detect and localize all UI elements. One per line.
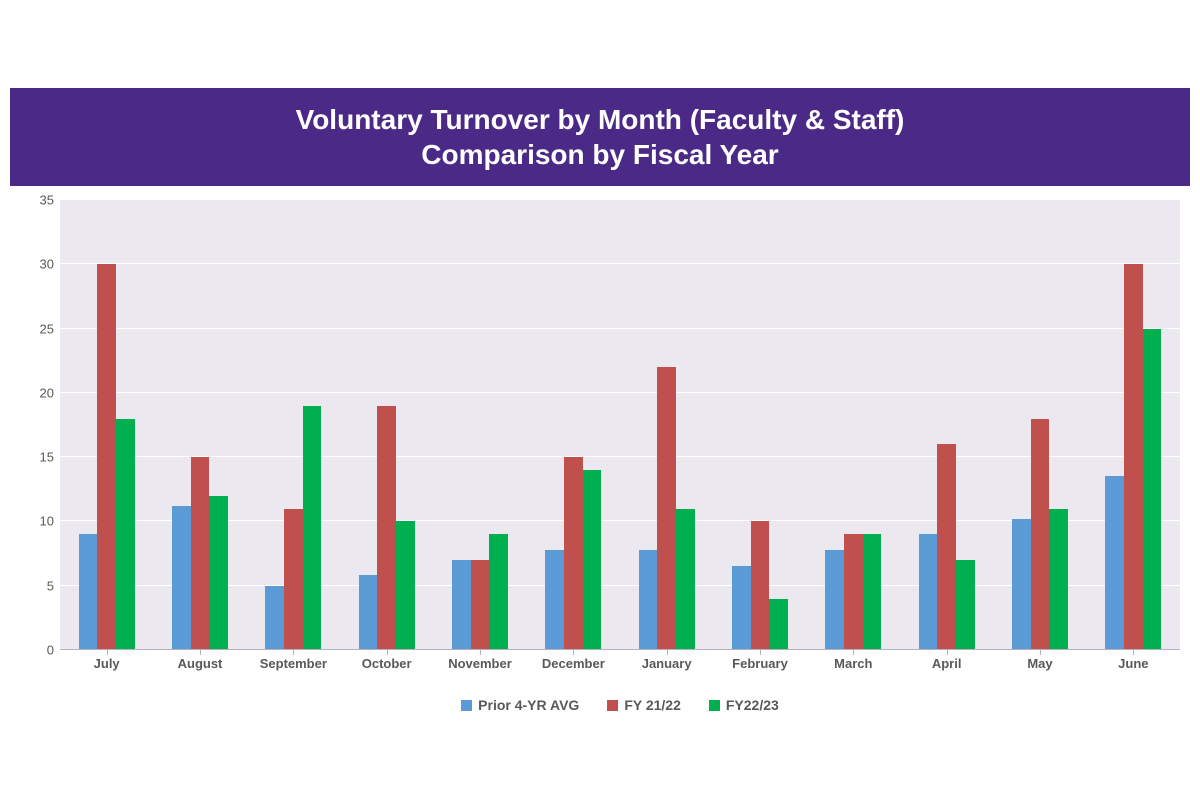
bar — [396, 521, 415, 650]
x-category-label: September — [260, 656, 327, 671]
chart-container: 05101520253035 JulyAugustSeptemberOctobe… — [10, 200, 1190, 720]
bar — [79, 534, 98, 650]
bar — [1012, 519, 1031, 650]
y-tick-label: 0 — [47, 643, 54, 658]
x-axis: July August September October November Decemb… — [60, 652, 1180, 682]
bar — [377, 406, 396, 650]
legend-item: FY22/23 — [709, 697, 779, 713]
bar — [732, 566, 751, 650]
bar — [583, 470, 602, 650]
x-axis-line — [60, 649, 1180, 650]
bar — [639, 550, 658, 650]
bar — [1124, 264, 1143, 650]
bar — [545, 550, 564, 650]
bar — [956, 560, 975, 650]
x-category-label: July — [94, 656, 120, 671]
x-category-label: January — [642, 656, 692, 671]
bar — [284, 509, 303, 650]
title-line-2: Comparison by Fiscal Year — [421, 139, 778, 170]
bar — [751, 521, 770, 650]
y-tick-label: 25 — [40, 321, 54, 336]
legend-item: FY 21/22 — [607, 697, 681, 713]
legend-swatch — [607, 700, 618, 711]
bar — [1049, 509, 1068, 650]
chart-title: Voluntary Turnover by Month (Faculty & S… — [10, 88, 1190, 186]
bar — [452, 560, 471, 650]
x-category-label: April — [932, 656, 962, 671]
bar — [359, 575, 378, 650]
legend-label: Prior 4-YR AVG — [478, 697, 579, 713]
bar — [657, 367, 676, 650]
bar — [844, 534, 863, 650]
bar — [471, 560, 490, 650]
bar — [863, 534, 882, 650]
bar — [919, 534, 938, 650]
bar — [265, 586, 284, 650]
bar — [172, 506, 191, 650]
bars-layer — [60, 200, 1180, 650]
bar — [769, 599, 788, 650]
legend-label: FY22/23 — [726, 697, 779, 713]
legend-item: Prior 4-YR AVG — [461, 697, 579, 713]
y-tick-label: 30 — [40, 257, 54, 272]
bar — [1031, 419, 1050, 650]
y-tick-label: 35 — [40, 193, 54, 208]
x-category-label: May — [1027, 656, 1052, 671]
bar — [564, 457, 583, 650]
x-category-label: November — [448, 656, 512, 671]
bar — [676, 509, 695, 650]
x-category-label: June — [1118, 656, 1148, 671]
bar — [825, 550, 844, 650]
y-axis: 05101520253035 — [10, 200, 60, 650]
bar — [209, 496, 228, 650]
y-tick-label: 5 — [47, 578, 54, 593]
bar — [191, 457, 210, 650]
legend-swatch — [709, 700, 720, 711]
legend: Prior 4-YR AVG FY 21/22 FY22/23 — [60, 690, 1180, 720]
bar — [303, 406, 322, 650]
x-category-label: March — [834, 656, 872, 671]
x-category-label: February — [732, 656, 788, 671]
y-tick-label: 10 — [40, 514, 54, 529]
bar — [1105, 476, 1124, 650]
legend-swatch — [461, 700, 472, 711]
legend-label: FY 21/22 — [624, 697, 681, 713]
bar — [116, 419, 135, 650]
x-category-label: October — [362, 656, 412, 671]
bar — [489, 534, 508, 650]
bar — [97, 264, 116, 650]
x-category-label: August — [178, 656, 223, 671]
title-line-1: Voluntary Turnover by Month (Faculty & S… — [296, 104, 905, 135]
plot-area — [60, 200, 1180, 650]
bar — [937, 444, 956, 650]
y-tick-label: 15 — [40, 450, 54, 465]
x-category-label: December — [542, 656, 605, 671]
bar — [1143, 329, 1162, 650]
y-tick-label: 20 — [40, 385, 54, 400]
